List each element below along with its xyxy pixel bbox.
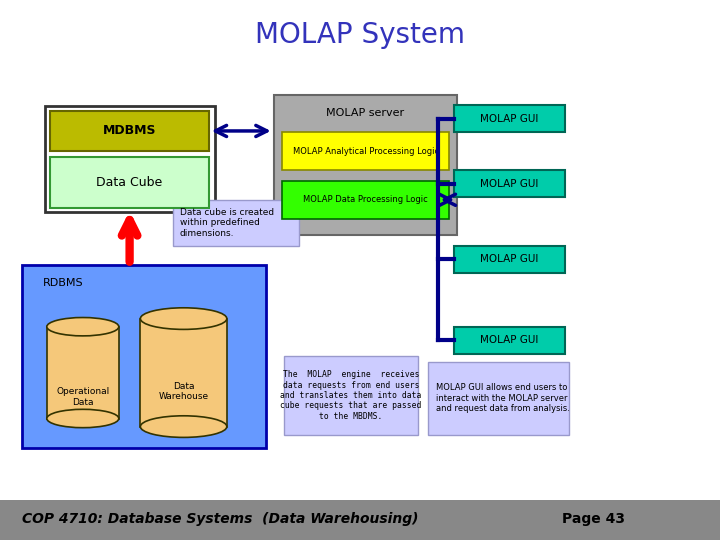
Text: MOLAP GUI: MOLAP GUI xyxy=(480,254,539,264)
FancyBboxPatch shape xyxy=(173,200,299,246)
Text: MOLAP Analytical Processing Logic: MOLAP Analytical Processing Logic xyxy=(293,147,438,156)
Text: Data
Warehouse: Data Warehouse xyxy=(158,382,209,401)
FancyBboxPatch shape xyxy=(282,181,449,219)
FancyBboxPatch shape xyxy=(282,132,449,170)
Text: MOLAP GUI: MOLAP GUI xyxy=(480,335,539,345)
Text: MOLAP System: MOLAP System xyxy=(255,21,465,49)
FancyBboxPatch shape xyxy=(454,170,565,197)
FancyBboxPatch shape xyxy=(454,246,565,273)
Text: MOLAP GUI allows end users to
interact with the MOLAP server
and request data fr: MOLAP GUI allows end users to interact w… xyxy=(436,383,570,413)
FancyBboxPatch shape xyxy=(50,157,209,208)
Ellipse shape xyxy=(140,308,227,329)
Text: Page 43: Page 43 xyxy=(562,512,625,526)
FancyBboxPatch shape xyxy=(50,111,209,151)
Ellipse shape xyxy=(47,409,119,428)
FancyBboxPatch shape xyxy=(47,327,119,418)
Text: MOLAP server: MOLAP server xyxy=(326,108,405,118)
FancyBboxPatch shape xyxy=(45,106,215,212)
Text: MOLAP GUI: MOLAP GUI xyxy=(480,114,539,124)
Text: MOLAP Data Processing Logic: MOLAP Data Processing Logic xyxy=(303,195,428,204)
FancyBboxPatch shape xyxy=(22,265,266,448)
Text: Data Cube: Data Cube xyxy=(96,176,163,189)
FancyBboxPatch shape xyxy=(140,319,227,427)
Text: MOLAP GUI: MOLAP GUI xyxy=(480,179,539,188)
Text: The  MOLAP  engine  receives
data requests from end users
and translates them in: The MOLAP engine receives data requests … xyxy=(280,370,422,421)
FancyBboxPatch shape xyxy=(284,356,418,435)
Text: RDBMS: RDBMS xyxy=(43,278,84,288)
Text: Operational
Data: Operational Data xyxy=(56,387,109,407)
Text: COP 4710: Database Systems  (Data Warehousing): COP 4710: Database Systems (Data Warehou… xyxy=(22,512,418,526)
Ellipse shape xyxy=(47,318,119,336)
FancyBboxPatch shape xyxy=(274,94,457,235)
FancyBboxPatch shape xyxy=(428,362,569,435)
Text: MDBMS: MDBMS xyxy=(103,124,156,138)
Ellipse shape xyxy=(140,416,227,437)
FancyBboxPatch shape xyxy=(454,327,565,354)
Text: Data cube is created
within predefined
dimensions.: Data cube is created within predefined d… xyxy=(180,208,274,238)
FancyBboxPatch shape xyxy=(0,500,720,540)
FancyBboxPatch shape xyxy=(454,105,565,132)
